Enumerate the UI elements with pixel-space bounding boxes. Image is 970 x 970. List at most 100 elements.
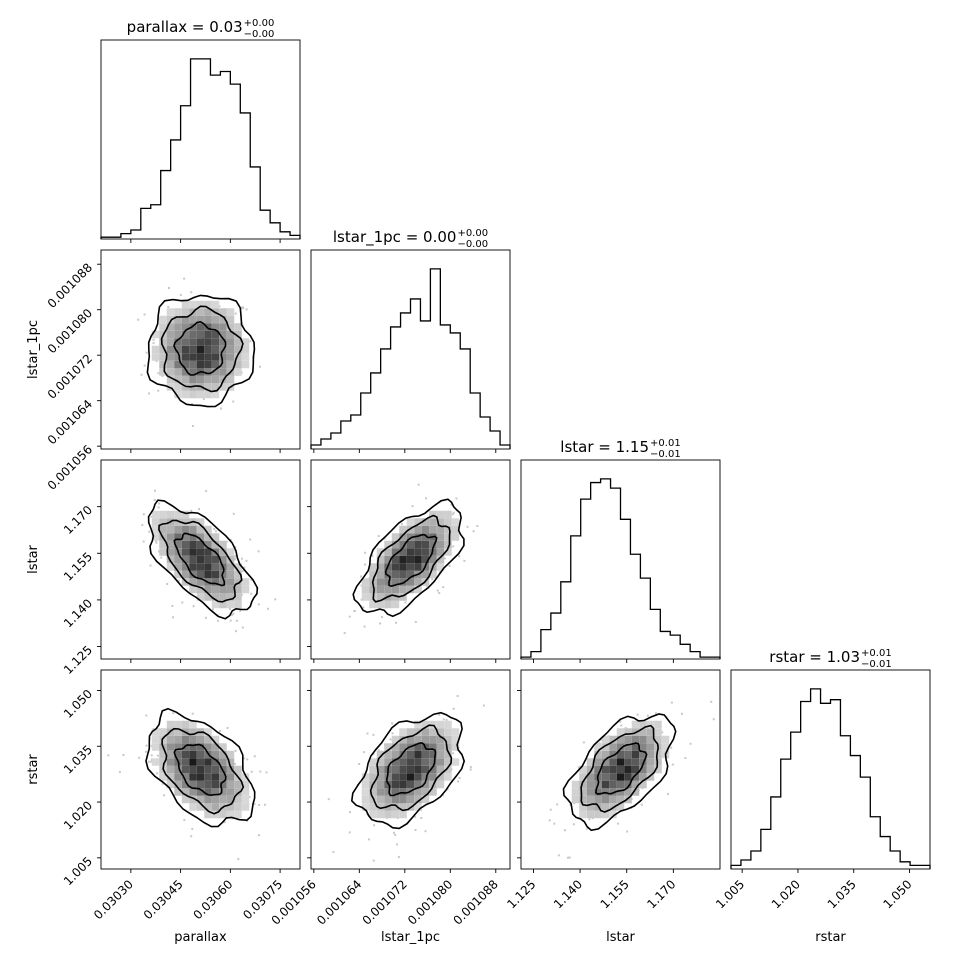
scatter-point (391, 722, 394, 725)
scatter-point (229, 607, 232, 610)
density-cell (361, 780, 370, 789)
density-cell (444, 743, 452, 751)
density-cell (196, 308, 205, 316)
density-cell (624, 788, 632, 796)
scatter-point (155, 539, 158, 542)
density-cell (174, 720, 182, 729)
density-cell (174, 330, 182, 339)
density-cell (429, 758, 437, 766)
density-cell (384, 555, 392, 564)
scatter-point (710, 700, 713, 703)
panel-title-rstar: rstar = 1.03 +0.01−0.01 (769, 648, 891, 670)
scatter-point (152, 338, 155, 341)
density-cell (196, 300, 205, 309)
density-cell (196, 540, 205, 549)
density-cell (631, 780, 640, 789)
scatter-point (394, 833, 397, 836)
density-cell (181, 758, 190, 766)
density-cell (241, 788, 250, 796)
density-cell (414, 525, 422, 534)
scatter-point (232, 512, 235, 515)
scatter-point (243, 566, 246, 569)
density-cell (204, 383, 212, 391)
density-cell (196, 360, 205, 369)
scatter-point (232, 400, 235, 403)
density-cell (414, 743, 422, 751)
scatter-point (438, 592, 441, 595)
density-cell (189, 803, 197, 811)
scatter-point (373, 824, 376, 827)
density-cell (391, 788, 400, 796)
density-cell (181, 510, 190, 519)
density-cell (391, 578, 400, 586)
density-cell (226, 308, 235, 316)
density-cell (196, 518, 205, 526)
density-cell (174, 773, 182, 781)
scatter-point (455, 497, 458, 500)
density-cell (421, 750, 430, 759)
scatter-point (250, 578, 253, 581)
scatter-point (107, 754, 110, 757)
density-cell (361, 773, 370, 781)
density-cell (376, 570, 385, 579)
scatter-point (172, 712, 175, 715)
density-cell (241, 578, 250, 586)
density-cell (406, 735, 415, 744)
density-cell (181, 375, 190, 384)
density-cell (219, 593, 227, 601)
density-cell (451, 728, 460, 736)
density-cell (391, 540, 400, 549)
contour-line (580, 724, 660, 813)
density-cell (361, 795, 370, 804)
density-cell (421, 795, 430, 804)
density-cell (421, 765, 430, 774)
density-cell (384, 585, 392, 594)
density-cell (414, 735, 422, 744)
y-tick-label: 1.155 (61, 550, 95, 584)
density-cell (196, 555, 205, 564)
density-cell (444, 720, 452, 729)
scatter-point (327, 798, 330, 801)
density-cell (234, 360, 242, 369)
density-cell (234, 780, 242, 789)
scatter-point (360, 584, 363, 587)
density-cell (421, 720, 430, 729)
density-cell (204, 795, 212, 804)
density-cell (226, 360, 235, 369)
density-cell (204, 788, 212, 796)
scatter-point (456, 694, 459, 697)
density-cell (174, 525, 182, 534)
scatter-point (655, 712, 658, 715)
density-cell (211, 300, 220, 309)
histogram-step (520, 478, 721, 659)
density-cell (429, 555, 437, 564)
density-cell (196, 570, 205, 579)
scatter-point (626, 830, 629, 833)
density-cell (586, 765, 595, 774)
scatter-point (442, 718, 445, 721)
scatter-point (586, 827, 589, 830)
density-cell (376, 600, 385, 609)
y-tick-label: 1.020 (61, 798, 95, 832)
density-cell (571, 788, 580, 796)
density-cell (369, 563, 377, 571)
scatter-point (362, 606, 365, 609)
density-cell (369, 773, 377, 781)
title-sub: −0.00 (244, 29, 275, 40)
density-cell (196, 323, 205, 331)
density-cell (189, 345, 197, 354)
scatter-point (190, 291, 193, 294)
scatter-point (167, 305, 170, 308)
density-cell (384, 810, 392, 819)
contour-line (594, 742, 648, 795)
scatter-point (160, 556, 163, 559)
density-cell (391, 593, 400, 601)
density-cell (406, 533, 415, 541)
density-cell (376, 765, 385, 774)
density-cell (211, 375, 220, 384)
density-cell (211, 810, 220, 819)
scatter-point (181, 601, 184, 604)
density-cell (646, 720, 655, 729)
density-cell (174, 750, 182, 759)
scatter-point (191, 424, 194, 427)
